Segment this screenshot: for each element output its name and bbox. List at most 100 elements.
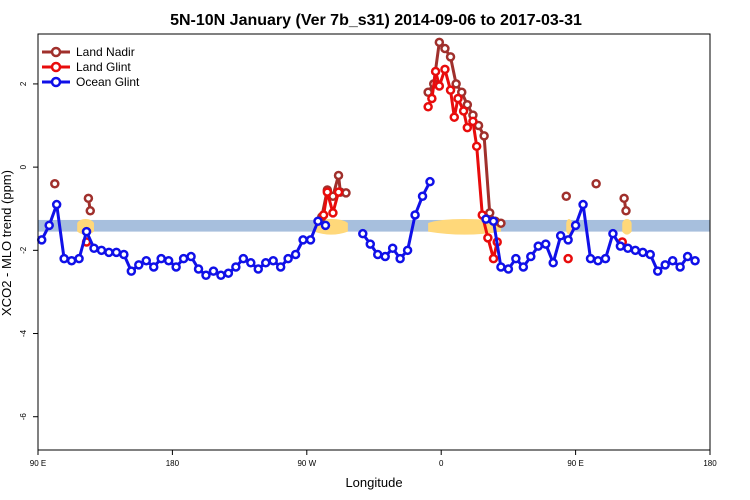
land-nadir-point xyxy=(621,206,631,216)
ocean-glint-point xyxy=(320,220,331,231)
land-nadir-point xyxy=(479,131,489,141)
ocean-glint-point xyxy=(193,264,204,274)
ocean-glint-point xyxy=(298,235,308,245)
ocean-glint-point xyxy=(148,262,159,272)
ocean-glint-line-1 xyxy=(361,181,432,261)
ocean-glint-point xyxy=(417,191,428,201)
ocean-glint-point xyxy=(623,243,633,253)
land-glint-point xyxy=(318,210,329,220)
ocean-glint-point xyxy=(275,262,286,272)
ocean-glint-point xyxy=(533,241,544,251)
legend-marker-land-glint xyxy=(50,61,62,73)
land-glint-point xyxy=(322,187,333,197)
ocean-glint-point xyxy=(81,226,92,237)
ocean-glint-point xyxy=(358,228,368,239)
plot-frame xyxy=(37,33,711,451)
ocean-glint-point xyxy=(660,260,670,270)
ocean-glint-point xyxy=(66,255,77,266)
y-tick-label: 2 xyxy=(19,81,28,86)
ocean-glint-point xyxy=(231,262,241,272)
x-tick-label: 90 E xyxy=(567,459,583,468)
ocean-glint-point xyxy=(171,262,181,272)
ocean-glint-point xyxy=(570,220,581,231)
ocean-glint-point xyxy=(163,255,174,266)
ocean-glint-point xyxy=(690,255,700,266)
land-glint-point xyxy=(449,112,460,122)
ocean-glint-point xyxy=(585,253,596,264)
land-nadir-point xyxy=(591,179,601,189)
land-glint-point xyxy=(483,233,493,243)
ocean-glint-point xyxy=(290,249,301,260)
ocean-glint-point xyxy=(96,245,107,256)
ocean-glint-point xyxy=(59,253,69,264)
land-nadir-point xyxy=(83,193,94,204)
ocean-glint-point xyxy=(141,255,152,266)
ocean-glint-point xyxy=(503,264,514,274)
ocean-glint-point xyxy=(615,241,626,251)
ocean-glint-point xyxy=(563,235,573,245)
ocean-glint-point xyxy=(253,264,264,274)
land-region-4 xyxy=(622,218,632,235)
ocean-glint-point xyxy=(51,199,62,210)
land-glint-point xyxy=(333,187,344,197)
ocean-glint-point xyxy=(652,266,663,276)
land-glint-point xyxy=(471,141,482,152)
ocean-glint-point xyxy=(518,262,529,272)
x-tick-label: 90 E xyxy=(30,459,46,468)
ocean-glint-point xyxy=(380,251,390,262)
land-glint-point xyxy=(462,122,473,133)
y-tick-label: -6 xyxy=(19,413,28,421)
ocean-glint-point xyxy=(496,262,506,272)
ocean-glint-point xyxy=(208,266,219,276)
ocean-glint-point xyxy=(201,270,211,281)
ocean-glint-point xyxy=(223,268,234,278)
ocean-glint-point xyxy=(481,214,491,224)
land-nadir-point xyxy=(434,37,445,48)
y-tick-label: -2 xyxy=(19,246,28,254)
ocean-glint-point xyxy=(126,266,137,276)
ocean-glint-point xyxy=(372,249,383,260)
ocean-glint-point xyxy=(675,262,685,272)
x-axis-label: Longitude xyxy=(345,475,402,490)
ocean-glint-point xyxy=(238,253,249,264)
ocean-glint-point xyxy=(645,249,656,260)
ocean-glint-point xyxy=(305,235,316,245)
plot-area xyxy=(36,37,710,281)
land-glint-point xyxy=(458,106,469,116)
land-glint-point xyxy=(434,81,445,91)
land-glint-line-1 xyxy=(322,190,340,216)
ocean-glint-point xyxy=(387,243,398,253)
x-tick-label: 0 xyxy=(439,459,444,468)
ocean-glint-point xyxy=(44,220,54,231)
ocean-glint-point xyxy=(186,251,196,262)
ocean-glint-point xyxy=(283,253,293,264)
land-glint-point xyxy=(430,66,441,77)
ocean-glint-point xyxy=(578,199,588,210)
ocean-glint-point xyxy=(313,216,323,226)
land-nadir-point xyxy=(50,179,60,189)
ocean-glint-point xyxy=(36,235,47,245)
x-tick-label: 180 xyxy=(703,459,717,468)
ocean-glint-point xyxy=(395,253,405,264)
land-nadir-point xyxy=(496,218,506,229)
ocean-glint-point xyxy=(555,231,566,241)
ocean-glint-point xyxy=(526,251,536,262)
ocean-glint-point xyxy=(74,253,84,264)
ocean-glint-point xyxy=(104,247,114,258)
ocean-glint-point xyxy=(425,176,435,187)
land-glint-line-2 xyxy=(426,67,499,261)
land-nadir-point xyxy=(445,52,456,62)
land-glint-point xyxy=(468,116,478,127)
ocean-glint-point xyxy=(402,245,413,256)
ocean-glint-point xyxy=(608,228,618,239)
ocean-glint-point xyxy=(119,249,129,260)
land-glint-point xyxy=(328,208,338,218)
y-tick-label: -4 xyxy=(19,329,28,337)
land-nadir-point xyxy=(561,191,572,201)
land-glint-point xyxy=(445,85,456,95)
ocean-glint-point xyxy=(111,247,122,258)
ocean-glint-point xyxy=(630,245,641,256)
legend-marker-land-nadir xyxy=(50,46,62,58)
